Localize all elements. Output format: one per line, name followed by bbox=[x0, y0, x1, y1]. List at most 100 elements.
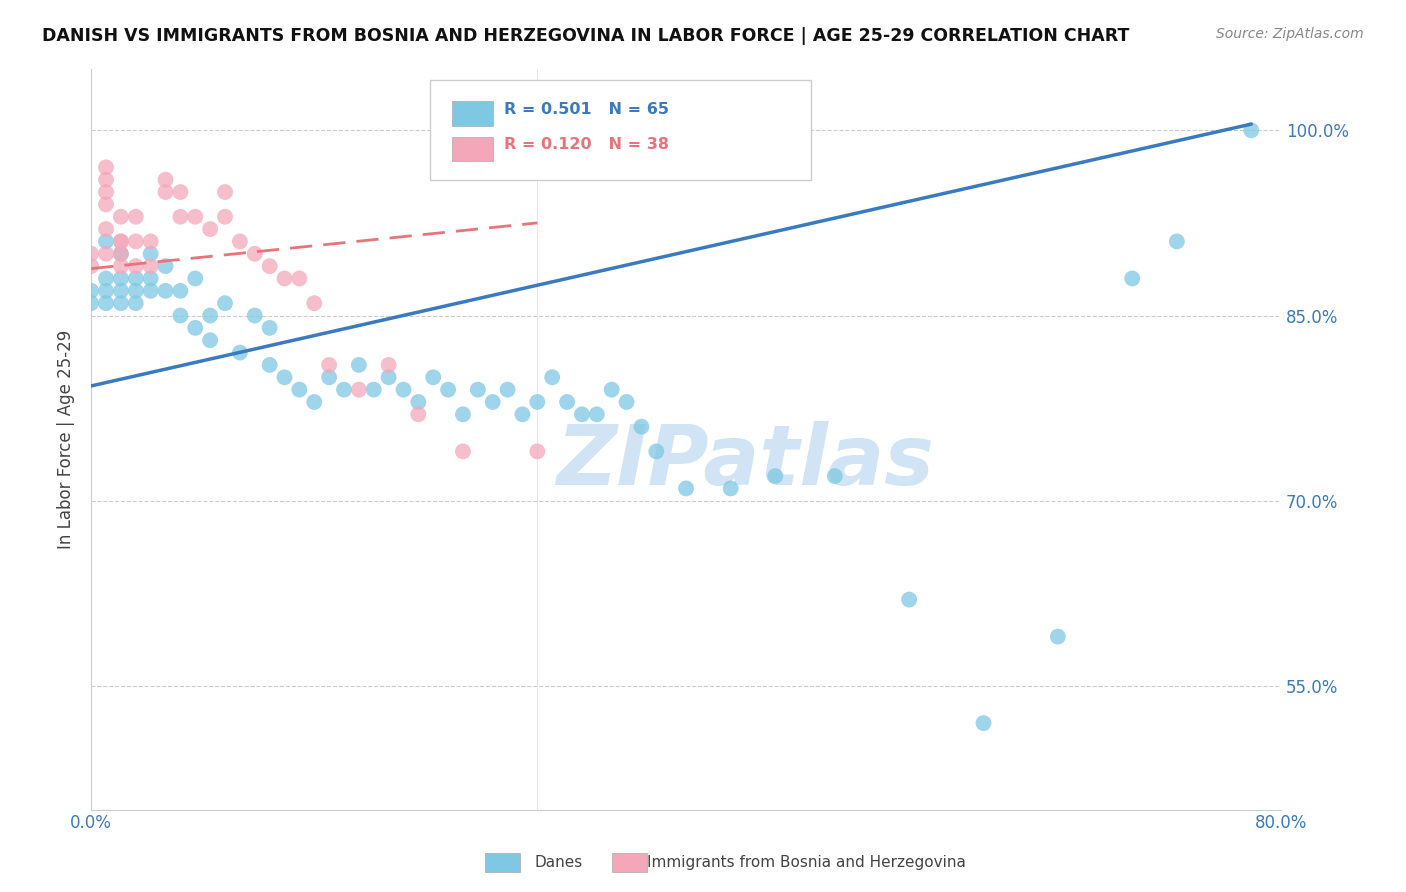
Point bbox=[94, 284, 117, 298]
Point bbox=[184, 210, 207, 224]
Point bbox=[139, 259, 162, 273]
Point bbox=[377, 370, 399, 384]
Point bbox=[94, 296, 117, 310]
Point bbox=[169, 185, 191, 199]
Point bbox=[585, 407, 607, 421]
Point bbox=[422, 370, 444, 384]
Point bbox=[139, 235, 162, 249]
Point bbox=[408, 395, 430, 409]
Point bbox=[824, 469, 846, 483]
Point bbox=[243, 309, 266, 323]
Point bbox=[94, 222, 117, 236]
Point bbox=[288, 383, 311, 397]
Point bbox=[155, 284, 177, 298]
FancyBboxPatch shape bbox=[485, 853, 520, 872]
Point bbox=[333, 383, 356, 397]
Point bbox=[377, 358, 399, 372]
Point bbox=[408, 407, 430, 421]
Point bbox=[125, 210, 148, 224]
Point bbox=[243, 247, 266, 261]
Text: Source: ZipAtlas.com: Source: ZipAtlas.com bbox=[1216, 27, 1364, 41]
Point bbox=[80, 247, 103, 261]
Point bbox=[94, 235, 117, 249]
Point bbox=[94, 185, 117, 199]
Text: R = 0.501   N = 65: R = 0.501 N = 65 bbox=[503, 102, 669, 117]
Point bbox=[139, 247, 162, 261]
Point bbox=[155, 185, 177, 199]
Point bbox=[198, 222, 221, 236]
Point bbox=[600, 383, 623, 397]
Point bbox=[630, 419, 652, 434]
Point bbox=[110, 247, 132, 261]
Point bbox=[169, 309, 191, 323]
Point bbox=[302, 296, 325, 310]
Text: R = 0.120   N = 38: R = 0.120 N = 38 bbox=[503, 137, 669, 153]
Point bbox=[110, 247, 132, 261]
Text: Immigrants from Bosnia and Herzegovina: Immigrants from Bosnia and Herzegovina bbox=[647, 855, 966, 870]
Point bbox=[318, 358, 340, 372]
Point bbox=[110, 235, 132, 249]
Point bbox=[1240, 123, 1263, 137]
Point bbox=[229, 235, 252, 249]
Point bbox=[125, 271, 148, 285]
FancyBboxPatch shape bbox=[451, 101, 494, 126]
Point bbox=[571, 407, 593, 421]
Point bbox=[259, 358, 281, 372]
Point bbox=[80, 259, 103, 273]
Point bbox=[347, 358, 370, 372]
FancyBboxPatch shape bbox=[430, 79, 811, 179]
Point bbox=[198, 333, 221, 347]
FancyBboxPatch shape bbox=[612, 853, 647, 872]
Text: DANISH VS IMMIGRANTS FROM BOSNIA AND HERZEGOVINA IN LABOR FORCE | AGE 25-29 CORR: DANISH VS IMMIGRANTS FROM BOSNIA AND HER… bbox=[42, 27, 1129, 45]
Point bbox=[169, 210, 191, 224]
Point bbox=[110, 210, 132, 224]
Point bbox=[512, 407, 534, 421]
Point bbox=[347, 383, 370, 397]
Point bbox=[125, 235, 148, 249]
Point bbox=[94, 197, 117, 211]
Text: Danes: Danes bbox=[534, 855, 582, 870]
Point bbox=[94, 172, 117, 186]
Point bbox=[155, 259, 177, 273]
Point bbox=[273, 271, 295, 285]
Point bbox=[110, 284, 132, 298]
Point bbox=[110, 259, 132, 273]
Point bbox=[125, 284, 148, 298]
Point bbox=[94, 247, 117, 261]
Point bbox=[645, 444, 668, 458]
Point bbox=[496, 383, 519, 397]
Point bbox=[80, 296, 103, 310]
Point bbox=[94, 271, 117, 285]
Point bbox=[288, 271, 311, 285]
Point bbox=[110, 235, 132, 249]
Point bbox=[302, 395, 325, 409]
Point bbox=[155, 172, 177, 186]
Point bbox=[526, 395, 548, 409]
FancyBboxPatch shape bbox=[451, 136, 494, 161]
Point bbox=[94, 161, 117, 175]
Point bbox=[363, 383, 385, 397]
Point bbox=[451, 407, 474, 421]
Point bbox=[675, 482, 697, 496]
Point bbox=[467, 383, 489, 397]
Point bbox=[1046, 630, 1069, 644]
Point bbox=[259, 259, 281, 273]
Point bbox=[184, 321, 207, 335]
Text: ZIPatlas: ZIPatlas bbox=[557, 421, 935, 502]
Point bbox=[110, 296, 132, 310]
Point bbox=[214, 296, 236, 310]
Point bbox=[110, 271, 132, 285]
Point bbox=[898, 592, 921, 607]
Point bbox=[273, 370, 295, 384]
Point bbox=[392, 383, 415, 397]
Point bbox=[125, 259, 148, 273]
Point bbox=[1121, 271, 1143, 285]
Y-axis label: In Labor Force | Age 25-29: In Labor Force | Age 25-29 bbox=[58, 329, 75, 549]
Point bbox=[526, 444, 548, 458]
Point bbox=[184, 271, 207, 285]
Point bbox=[616, 395, 638, 409]
Point bbox=[125, 296, 148, 310]
Point bbox=[139, 284, 162, 298]
Point bbox=[541, 370, 564, 384]
Point bbox=[198, 309, 221, 323]
